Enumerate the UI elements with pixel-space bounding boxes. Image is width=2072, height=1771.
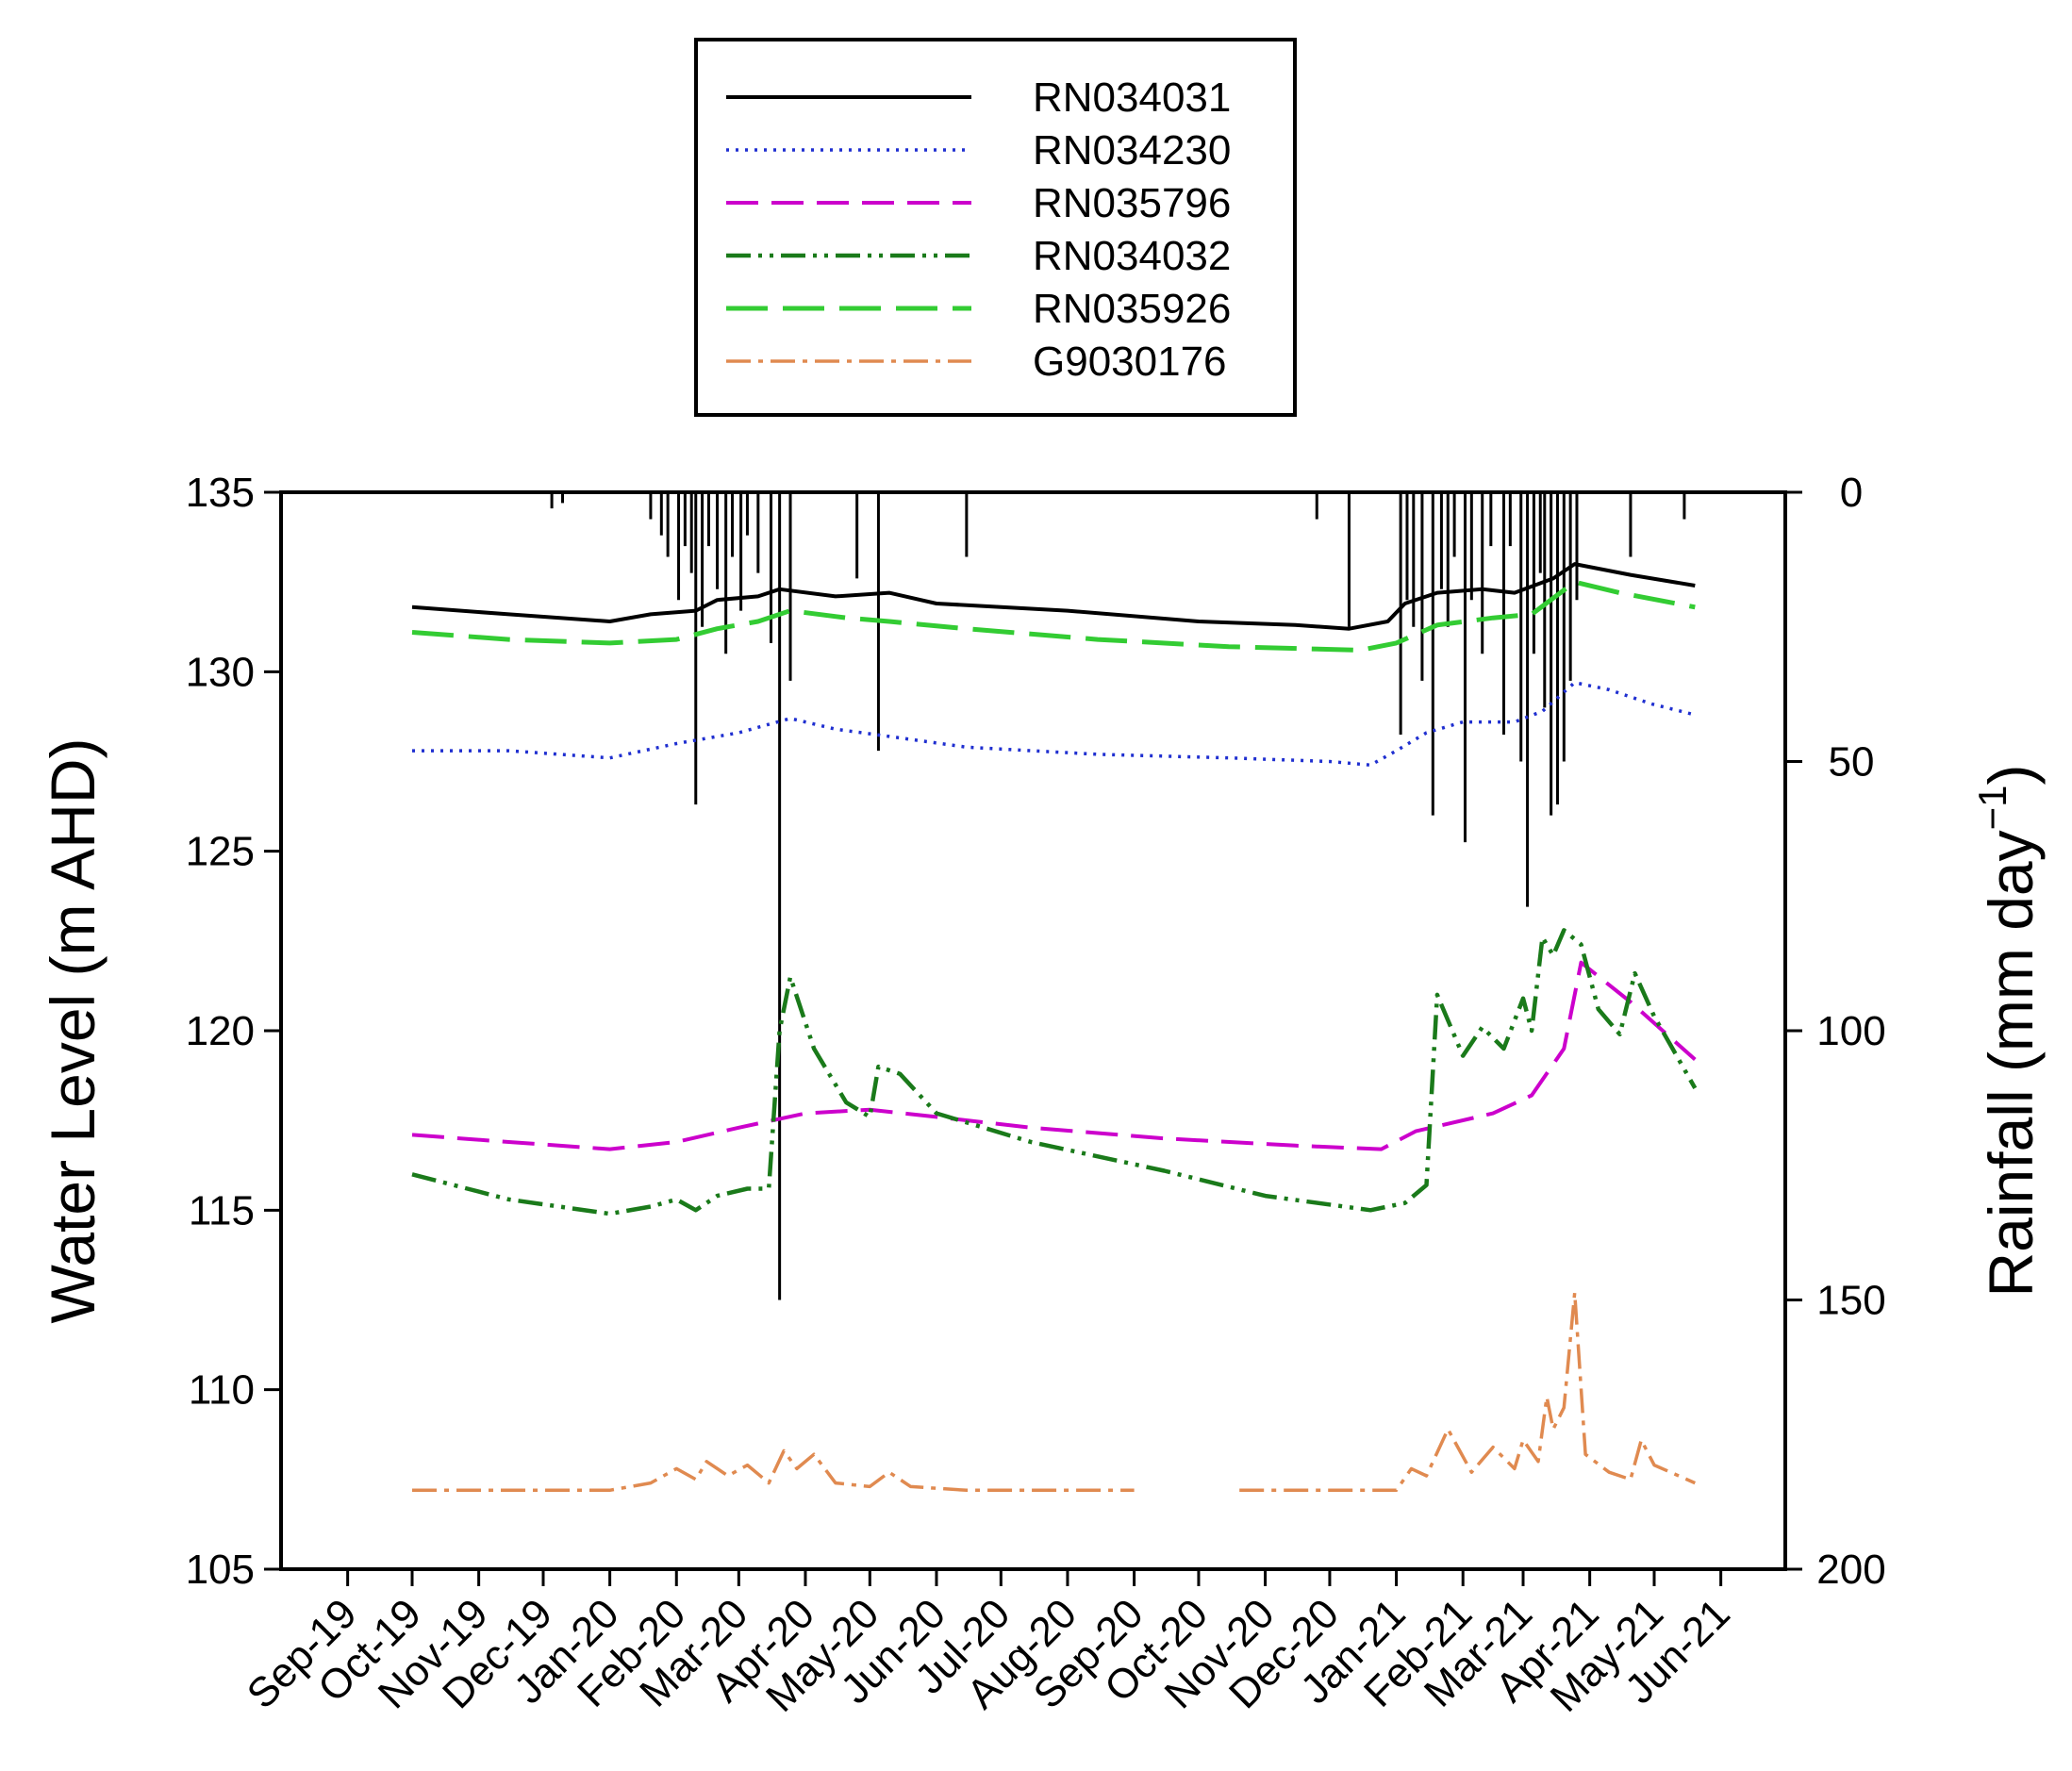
x-axis: Sep-19Oct-19Nov-19Dec-19Jan-20Feb-20Mar-… (239, 1569, 1739, 1721)
legend: RN034031 RN034230 RN035796 RN034032 RN035926… (694, 38, 1297, 417)
legend-label: RN035796 (1033, 180, 1231, 226)
legend-label: RN035926 (1033, 286, 1231, 332)
right-tick-label: 0 (1840, 470, 1863, 516)
right-axis-title-main: Rainfall (mm day (1976, 830, 2046, 1297)
left-tick-label: 110 (189, 1367, 255, 1414)
series-line-rn035796 (411, 960, 1697, 1151)
right-axis-title-sup: −1 (1970, 785, 2014, 830)
left-tick-label: 135 (186, 470, 255, 516)
left-axis-title: Water Level (m AHD) (38, 737, 108, 1323)
series-lines (411, 562, 1698, 1493)
legend-box (694, 38, 1297, 417)
plot-area (279, 490, 1787, 1571)
series-line-rn035926 (411, 579, 1696, 653)
series-line-g9030176 (412, 1291, 1697, 1493)
legend-label: RN034032 (1033, 233, 1231, 279)
left-tick-label: 130 (186, 649, 255, 695)
rainfall-bars (550, 492, 1686, 1300)
plot-frame (279, 490, 1787, 1571)
legend-label: RN034230 (1033, 127, 1231, 174)
right-tick-label: 150 (1816, 1278, 1885, 1324)
legend-label: RN034031 (1033, 74, 1231, 121)
series-line-rn034032 (411, 928, 1698, 1217)
left-tick-label: 115 (189, 1187, 255, 1233)
right-axis-title-end: ) (1976, 764, 2046, 785)
series-line-rn034031 (411, 562, 1696, 631)
series-line-rn034230 (412, 681, 1696, 768)
left-tick-label: 125 (186, 829, 255, 875)
left-y-axis: 105 110 115 120 125 130 135 (186, 470, 281, 1593)
left-tick-label: 120 (186, 1008, 255, 1054)
right-tick-label: 200 (1816, 1547, 1885, 1593)
left-tick-label: 105 (186, 1547, 255, 1593)
right-tick-label: 50 (1829, 739, 1875, 786)
right-y-axis: 0 50 100 150 200 (1785, 470, 1886, 1593)
right-axis-title: Rainfall (mm day−1) (1970, 764, 2046, 1297)
right-tick-label: 100 (1816, 1008, 1885, 1054)
legend-label: G9030176 (1033, 339, 1227, 385)
